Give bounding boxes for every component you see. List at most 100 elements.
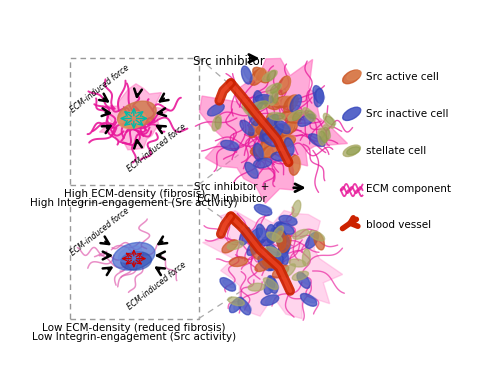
Text: Low Integrin-engagement (Src activity): Low Integrin-engagement (Src activity) — [32, 332, 236, 342]
Bar — [70, 58, 198, 185]
Ellipse shape — [269, 89, 278, 105]
Ellipse shape — [244, 106, 256, 114]
Ellipse shape — [317, 90, 324, 104]
Ellipse shape — [303, 108, 315, 122]
Ellipse shape — [266, 127, 278, 140]
Ellipse shape — [259, 95, 272, 102]
Ellipse shape — [343, 145, 360, 157]
Text: ECM-induced force: ECM-induced force — [69, 63, 131, 115]
Ellipse shape — [302, 249, 310, 266]
Ellipse shape — [255, 68, 265, 82]
Ellipse shape — [255, 145, 270, 154]
Ellipse shape — [220, 278, 236, 291]
Ellipse shape — [250, 110, 260, 122]
Ellipse shape — [273, 257, 282, 269]
Ellipse shape — [284, 138, 294, 156]
Ellipse shape — [318, 128, 326, 145]
Ellipse shape — [270, 126, 289, 137]
Ellipse shape — [288, 95, 298, 109]
Text: Low ECM-density (reduced fibrosis): Low ECM-density (reduced fibrosis) — [42, 323, 226, 333]
Text: blood vessel: blood vessel — [366, 220, 430, 230]
Ellipse shape — [272, 226, 283, 241]
Ellipse shape — [221, 140, 238, 151]
Ellipse shape — [265, 136, 278, 143]
Ellipse shape — [278, 122, 297, 135]
Ellipse shape — [304, 295, 317, 303]
Ellipse shape — [276, 231, 286, 250]
Ellipse shape — [256, 93, 264, 106]
Polygon shape — [100, 84, 170, 150]
Text: High ECM-density (fibrosis): High ECM-density (fibrosis) — [64, 189, 205, 199]
Ellipse shape — [222, 240, 238, 253]
Ellipse shape — [302, 114, 313, 125]
Ellipse shape — [272, 96, 292, 108]
Ellipse shape — [310, 233, 318, 246]
Text: Src inhibitor +
ECM inhibitor: Src inhibitor + ECM inhibitor — [194, 182, 270, 204]
Ellipse shape — [118, 246, 142, 262]
Ellipse shape — [313, 86, 324, 103]
Ellipse shape — [270, 278, 278, 290]
Ellipse shape — [252, 67, 270, 83]
Ellipse shape — [259, 140, 270, 160]
Ellipse shape — [242, 66, 252, 84]
Ellipse shape — [254, 143, 263, 161]
Ellipse shape — [286, 140, 294, 152]
Ellipse shape — [308, 134, 325, 147]
Ellipse shape — [274, 230, 285, 240]
Ellipse shape — [277, 223, 294, 234]
Ellipse shape — [261, 127, 278, 143]
Ellipse shape — [248, 164, 258, 175]
Ellipse shape — [230, 297, 243, 313]
Ellipse shape — [248, 108, 259, 126]
Ellipse shape — [274, 223, 281, 237]
Ellipse shape — [270, 83, 280, 93]
Ellipse shape — [261, 295, 279, 305]
Ellipse shape — [269, 226, 276, 240]
Text: Src inhibitor: Src inhibitor — [194, 55, 265, 68]
Ellipse shape — [266, 295, 278, 304]
Ellipse shape — [118, 111, 146, 129]
Ellipse shape — [263, 141, 270, 156]
Ellipse shape — [118, 101, 156, 128]
Ellipse shape — [250, 242, 261, 260]
Ellipse shape — [284, 122, 294, 135]
Ellipse shape — [282, 264, 296, 277]
Ellipse shape — [280, 235, 291, 253]
Ellipse shape — [215, 117, 222, 129]
Ellipse shape — [259, 121, 271, 139]
Ellipse shape — [250, 145, 270, 156]
Ellipse shape — [264, 145, 277, 157]
Ellipse shape — [266, 225, 276, 243]
Ellipse shape — [274, 126, 289, 135]
Ellipse shape — [256, 123, 276, 135]
Ellipse shape — [324, 127, 330, 139]
Ellipse shape — [293, 156, 300, 171]
Ellipse shape — [259, 146, 278, 159]
Ellipse shape — [258, 226, 266, 239]
Ellipse shape — [280, 246, 287, 259]
Ellipse shape — [242, 122, 254, 132]
Ellipse shape — [254, 204, 272, 215]
Ellipse shape — [280, 234, 290, 253]
Ellipse shape — [262, 70, 277, 81]
Ellipse shape — [223, 280, 236, 288]
Ellipse shape — [256, 224, 266, 242]
Ellipse shape — [212, 115, 221, 131]
Ellipse shape — [325, 116, 336, 125]
Ellipse shape — [278, 96, 292, 105]
Text: ECM-induced force: ECM-induced force — [126, 260, 188, 311]
Ellipse shape — [240, 120, 254, 136]
Ellipse shape — [272, 113, 284, 120]
Polygon shape — [202, 210, 342, 319]
Ellipse shape — [271, 222, 282, 239]
Ellipse shape — [262, 96, 280, 109]
Ellipse shape — [261, 234, 278, 246]
Ellipse shape — [262, 259, 281, 268]
Ellipse shape — [238, 298, 250, 315]
Ellipse shape — [278, 76, 290, 95]
Ellipse shape — [289, 259, 306, 267]
Ellipse shape — [252, 240, 260, 253]
Ellipse shape — [256, 145, 264, 158]
Text: ECM component: ECM component — [366, 184, 450, 194]
Ellipse shape — [297, 272, 310, 288]
